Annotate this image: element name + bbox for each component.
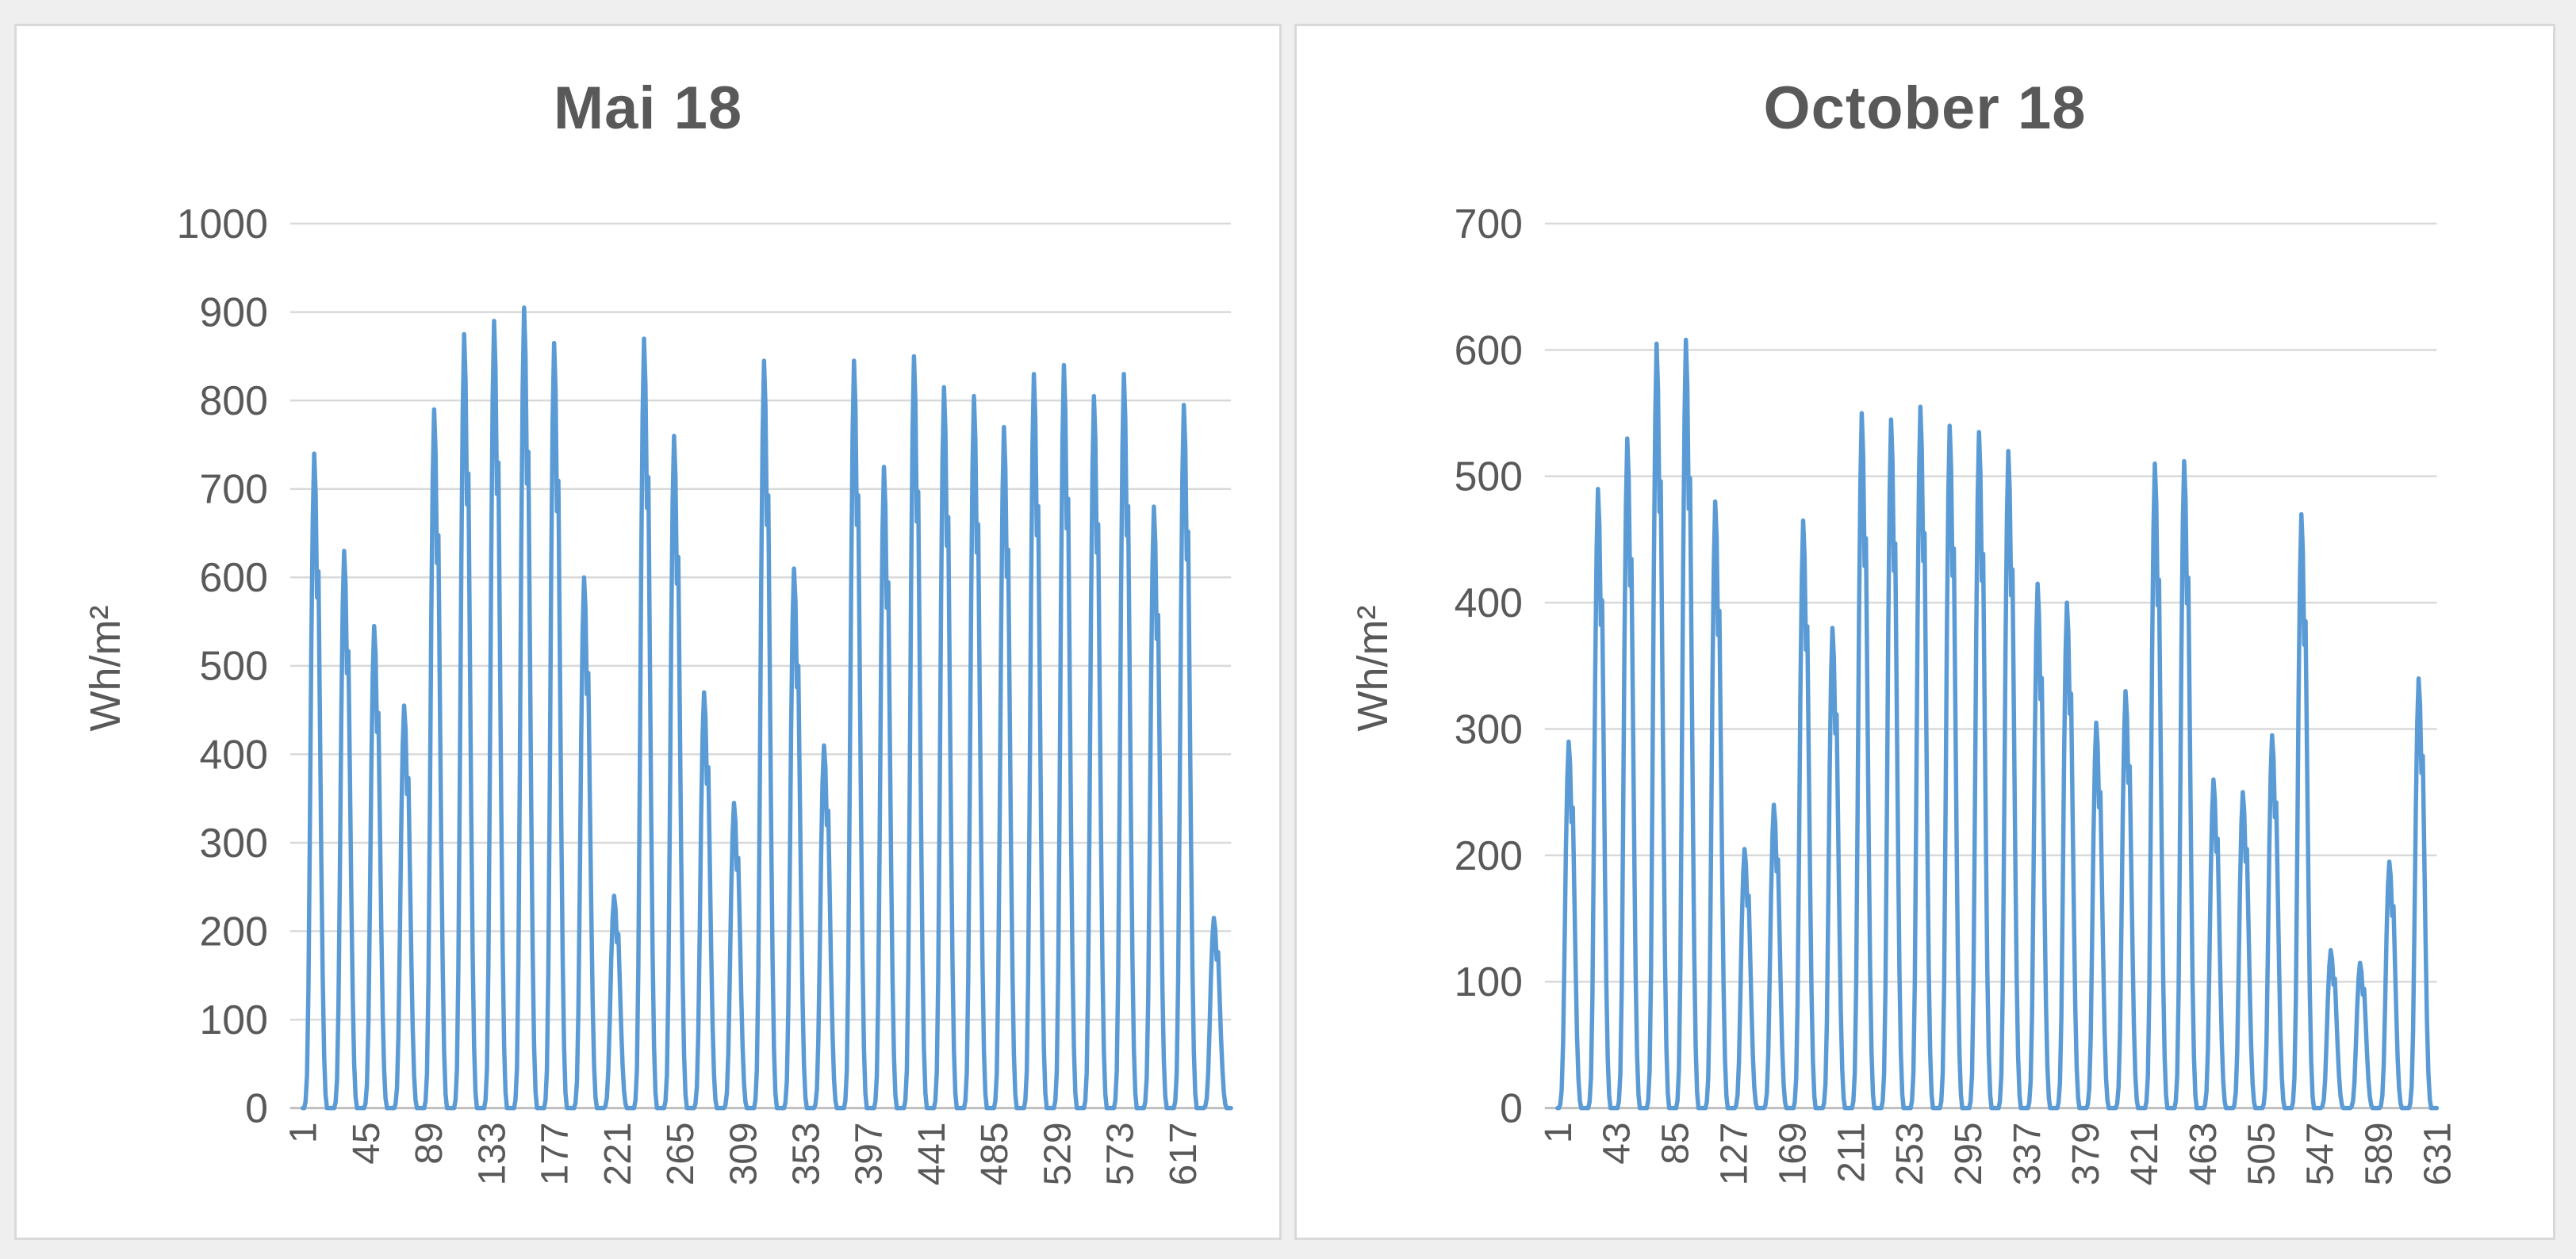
irradiance-series-line <box>300 305 1233 1111</box>
x-tick-label: 353 <box>785 1123 827 1186</box>
y-tick-label: 600 <box>1455 327 1523 373</box>
chart-panel-mai-18: 0 100 200 300 400 500 600 700 800 900 1000 1 45 89 133… <box>14 24 1282 1240</box>
y-axis-title-text: Wh/m² <box>82 605 129 732</box>
chart-panel-october-18: 0 100 200 300 400 500 600 700 1 43 85 127 169 211 253 2… <box>1294 24 2555 1240</box>
x-tick-label: 421 <box>2124 1123 2166 1186</box>
y-axis-title-text: Wh/m² <box>1349 605 1397 732</box>
irradiance-series-line <box>1555 337 2440 1111</box>
x-tick-label: 45 <box>346 1123 388 1165</box>
y-tick-label: 800 <box>199 377 267 423</box>
x-tick-label: 127 <box>1713 1123 1755 1186</box>
x-tick-label: 169 <box>1772 1123 1814 1186</box>
y-tick-label: 500 <box>199 643 267 689</box>
x-tick-label: 1 <box>1538 1123 1580 1144</box>
line-chart-svg-october: 0 100 200 300 400 500 600 700 1 43 85 127 169 211 253 2… <box>1455 201 2459 1186</box>
x-tick-label: 89 <box>408 1123 450 1165</box>
y-tick-label: 600 <box>199 554 267 600</box>
x-tick-label: 221 <box>597 1123 639 1186</box>
y-tick-label: 400 <box>1455 580 1523 626</box>
y-tick-label: 900 <box>199 289 267 335</box>
y-tick-label: 300 <box>199 820 267 866</box>
y-tick-label: 300 <box>1455 706 1523 752</box>
y-tick-label: 200 <box>1455 832 1523 878</box>
y-tick-label: 500 <box>1455 453 1523 499</box>
x-tick-label: 529 <box>1037 1123 1079 1186</box>
x-tick-label: 177 <box>535 1123 577 1186</box>
x-tick-label: 547 <box>2300 1123 2342 1186</box>
x-tick-label: 485 <box>974 1123 1016 1186</box>
y-tick-label: 100 <box>199 997 267 1043</box>
x-tick-label: 463 <box>2183 1123 2225 1186</box>
x-tick-label: 337 <box>2007 1123 2049 1186</box>
y-tick-label: 1000 <box>177 201 268 247</box>
chart-title: Mai 18 <box>553 75 743 142</box>
y-tick-label: 400 <box>199 731 267 777</box>
y-tick-label: 100 <box>1455 959 1523 1005</box>
y-tick-label: 200 <box>199 908 267 954</box>
x-tick-label: 573 <box>1100 1123 1142 1186</box>
x-tick-label: 309 <box>723 1123 765 1186</box>
x-tick-label: 211 <box>1830 1123 1873 1183</box>
x-tick-label: 253 <box>1889 1123 1931 1186</box>
x-tick-label: 295 <box>1948 1123 1990 1186</box>
x-tick-label: 265 <box>660 1123 702 1186</box>
chart-title: October 18 <box>1763 75 2087 142</box>
x-tick-label: 43 <box>1597 1123 1639 1165</box>
x-tick-label: 631 <box>2417 1123 2459 1186</box>
y-tick-label: 700 <box>1455 201 1523 247</box>
x-tick-label: 1 <box>283 1123 325 1144</box>
y-tick-label: 700 <box>199 466 267 512</box>
y-tick-label: 0 <box>245 1085 268 1131</box>
x-tick-label: 617 <box>1163 1123 1205 1186</box>
x-tick-label: 85 <box>1655 1123 1697 1165</box>
x-tick-label: 133 <box>471 1123 513 1186</box>
x-tick-label: 379 <box>2065 1123 2107 1186</box>
x-tick-label: 505 <box>2241 1123 2283 1186</box>
line-chart-svg-mai: 0 100 200 300 400 500 600 700 800 900 1000 1 45 89 133… <box>177 201 1233 1186</box>
x-tick-label: 441 <box>911 1123 953 1186</box>
y-tick-label: 0 <box>1500 1085 1523 1131</box>
x-tick-label: 397 <box>849 1123 891 1186</box>
x-tick-label: 589 <box>2358 1123 2400 1186</box>
